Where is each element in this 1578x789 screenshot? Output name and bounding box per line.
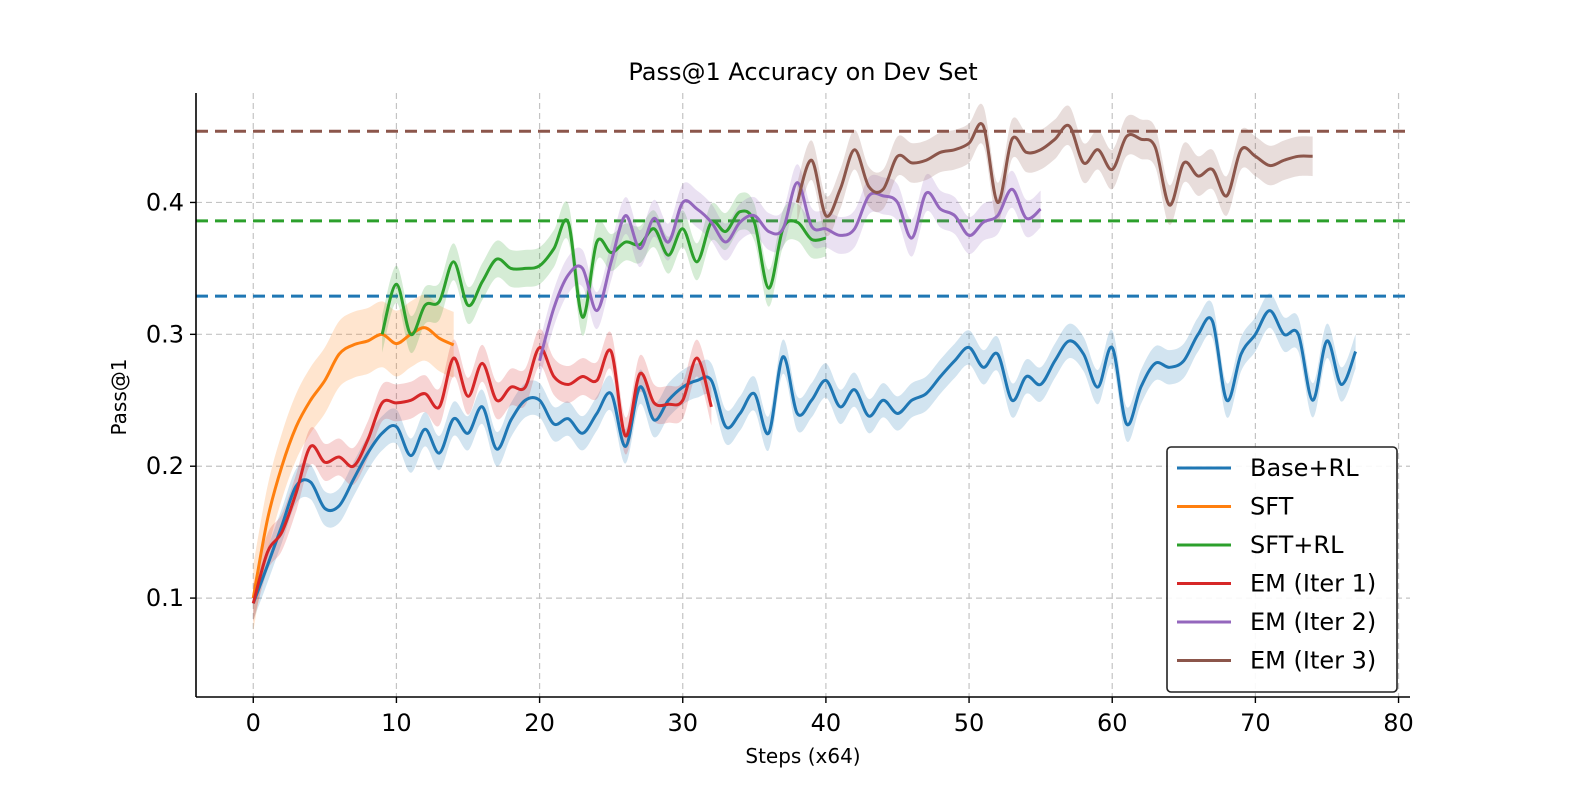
x-axis-label: Steps (x64)	[745, 744, 860, 768]
legend-label-sft-rl: SFT+RL	[1250, 531, 1344, 559]
legend-label-sft: SFT	[1250, 493, 1294, 521]
legend: Base+RL SFT SFT+RL EM (Iter 1) EM (Iter 2) EM…	[1166, 446, 1398, 693]
y-tick-label: 0.4	[146, 188, 184, 216]
y-axis-label: Pass@1	[107, 359, 131, 436]
band-sft-rl	[382, 192, 826, 354]
x-tick-label: 60	[1097, 709, 1128, 737]
x-tick-label: 80	[1383, 709, 1414, 737]
series-line-sft-rl	[380, 209, 827, 336]
series-line-sft	[251, 326, 455, 599]
axes	[195, 93, 1410, 698]
tick-labels: 0 10 20 30 40 50 60 70 80 0.1 0.2 0.3 0.4	[146, 188, 1414, 737]
x-tick-label: 10	[381, 709, 412, 737]
x-tick-label: 30	[667, 709, 698, 737]
legend-label-em-iter-3: EM (Iter 3)	[1250, 647, 1376, 675]
chart-title: Pass@1 Accuracy on Dev Set	[628, 58, 977, 86]
series-lines	[251, 122, 1358, 604]
x-tick-label: 20	[524, 709, 555, 737]
series-line-base-rl	[251, 309, 1358, 604]
band-em-iter-2	[539, 164, 1041, 380]
x-tick-label: 40	[811, 709, 842, 737]
band-sft	[253, 294, 454, 632]
legend-label-em-iter-1: EM (Iter 1)	[1250, 570, 1376, 598]
y-tick-label: 0.3	[146, 320, 184, 348]
series-line-em-iter-1	[251, 346, 713, 604]
band-em-iter-1	[253, 328, 712, 622]
y-tick-label: 0.2	[146, 452, 184, 480]
legend-box	[1166, 446, 1398, 693]
series-line-em-iter-3	[795, 122, 1313, 218]
legend-label-em-iter-2: EM (Iter 2)	[1250, 608, 1376, 636]
y-tick-label: 0.1	[146, 584, 184, 612]
legend-label-base-rl: Base+RL	[1250, 454, 1359, 482]
x-tick-label: 70	[1240, 709, 1271, 737]
x-tick-label: 50	[954, 709, 985, 737]
x-tick-label: 0	[246, 709, 261, 737]
reference-lines	[196, 129, 1410, 298]
series-line-em-iter-2	[538, 181, 1042, 362]
